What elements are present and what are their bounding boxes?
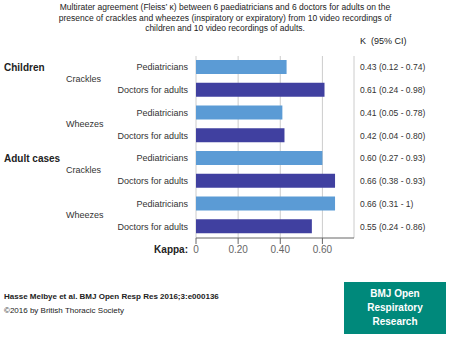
html-text:Respiratory: Respiratory	[367, 302, 423, 313]
svg-text:0.60: 0.60	[313, 244, 333, 255]
svg-text:Pediatricians: Pediatricians	[136, 199, 188, 209]
html-text:Research: Research	[372, 316, 418, 327]
svg-text:0.66 (0.38 - 0.93): 0.66 (0.38 - 0.93)	[360, 176, 425, 186]
html-text:presence of crackles and wheez: presence of crackles and wheezes (inspir…	[58, 12, 392, 23]
svg-text:Wheezes: Wheezes	[66, 119, 104, 129]
html-text:children and 10 video recordin: children and 10 video recordings of adul…	[145, 23, 305, 33]
svg-text:Pediatricians: Pediatricians	[136, 62, 188, 72]
svg-text:Wheezes: Wheezes	[66, 210, 104, 220]
html-text:©2016 by British Thoracic Soci: ©2016 by British Thoracic Society	[4, 306, 124, 315]
svg-text:Pediatricians: Pediatricians	[136, 108, 188, 118]
svg-text:0.61 (0.24 - 0.98): 0.61 (0.24 - 0.98)	[360, 85, 425, 95]
svg-text:0.40: 0.40	[271, 244, 291, 255]
html-text:BMJ Open: BMJ Open	[370, 288, 420, 299]
html-text:Multirater agreement (Fleiss’: Multirater agreement (Fleiss’ κ) between…	[59, 2, 391, 12]
svg-text:Doctors for adults: Doctors for adults	[117, 131, 188, 141]
html-text:Kappa:: Kappa:	[154, 244, 188, 255]
svg-text:Pediatricians: Pediatricians	[136, 153, 188, 163]
svg-text:Children: Children	[8, 62, 45, 73]
svg-text:0.60 (0.27 - 0.93): 0.60 (0.27 - 0.93)	[360, 153, 425, 163]
svg-text:0.66 (0.31 - 1): 0.66 (0.31 - 1)	[360, 199, 414, 209]
svg-text:0.20: 0.20	[228, 244, 248, 255]
svg-text:0.55 (0.24 - 0.86): 0.55 (0.24 - 0.86)	[360, 222, 425, 232]
svg-text:Doctors for adults: Doctors for adults	[117, 222, 188, 232]
svg-text:Crackles: Crackles	[66, 74, 102, 84]
svg-text:Adult cases: Adult cases	[8, 153, 61, 164]
svg-text:Doctors for adults: Doctors for adults	[117, 176, 188, 186]
svg-text:0.43 (0.12 - 0.74): 0.43 (0.12 - 0.74)	[360, 62, 425, 72]
svg-text:0.41 (0.05 - 0.78): 0.41 (0.05 - 0.78)	[360, 108, 425, 118]
html-text:K (95% CI): K (95% CI)	[360, 36, 407, 46]
svg-text:Crackles: Crackles	[66, 165, 102, 175]
svg-text:0.42 (0.04 - 0.80): 0.42 (0.04 - 0.80)	[360, 131, 425, 141]
svg-text:0: 0	[193, 244, 199, 255]
svg-text:Doctors for adults: Doctors for adults	[117, 85, 188, 95]
html-text:Hasse Melbye et al. BMJ Open R: Hasse Melbye et al. BMJ Open Resp Res 20…	[4, 292, 219, 301]
